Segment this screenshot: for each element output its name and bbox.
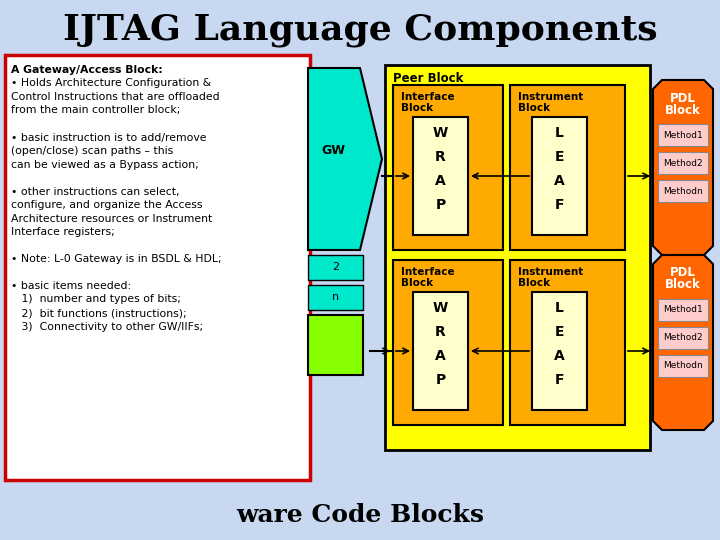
Text: Block: Block bbox=[401, 103, 433, 113]
Text: • other instructions can select,: • other instructions can select, bbox=[11, 186, 179, 197]
Text: W: W bbox=[433, 301, 448, 315]
Bar bbox=[308, 285, 363, 310]
Text: Instrument: Instrument bbox=[518, 267, 583, 277]
Text: A: A bbox=[554, 174, 565, 188]
Text: Block: Block bbox=[518, 103, 550, 113]
Text: Control Instructions that are offloaded: Control Instructions that are offloaded bbox=[11, 92, 220, 102]
Text: R: R bbox=[435, 150, 446, 164]
Text: P: P bbox=[436, 373, 446, 387]
Text: Block: Block bbox=[518, 278, 550, 288]
Text: Interface: Interface bbox=[401, 267, 454, 277]
Bar bbox=[413, 292, 468, 410]
Text: Block: Block bbox=[665, 279, 701, 292]
Text: L: L bbox=[555, 126, 564, 140]
Text: n: n bbox=[332, 293, 339, 302]
Bar bbox=[532, 117, 587, 235]
Text: GW: GW bbox=[321, 145, 345, 158]
Text: • basic instruction is to add/remove: • basic instruction is to add/remove bbox=[11, 132, 207, 143]
Bar bbox=[393, 85, 503, 250]
Text: 2)  bit functions (instructions);: 2) bit functions (instructions); bbox=[11, 308, 186, 318]
Text: (open/close) scan paths – this: (open/close) scan paths – this bbox=[11, 146, 174, 156]
Text: Interface registers;: Interface registers; bbox=[11, 227, 114, 237]
Bar bbox=[658, 180, 708, 202]
Bar bbox=[385, 65, 650, 450]
Polygon shape bbox=[653, 80, 713, 255]
Text: A Gateway/Access Block:: A Gateway/Access Block: bbox=[11, 65, 163, 75]
Text: Methodn: Methodn bbox=[663, 186, 703, 195]
Bar bbox=[393, 260, 503, 425]
Bar bbox=[658, 124, 708, 146]
Text: • basic items needed:: • basic items needed: bbox=[11, 281, 131, 291]
Text: E: E bbox=[554, 325, 564, 339]
Text: P: P bbox=[436, 198, 446, 212]
Text: Method2: Method2 bbox=[663, 159, 703, 167]
Bar bbox=[658, 152, 708, 174]
Text: L: L bbox=[555, 301, 564, 315]
Text: F: F bbox=[554, 373, 564, 387]
Text: can be viewed as a Bypass action;: can be viewed as a Bypass action; bbox=[11, 159, 199, 170]
Text: • Note: L-0 Gateway is in BSDL & HDL;: • Note: L-0 Gateway is in BSDL & HDL; bbox=[11, 254, 222, 264]
Bar bbox=[308, 255, 363, 280]
Text: A: A bbox=[554, 349, 565, 363]
Bar bbox=[308, 315, 363, 375]
Text: ware Code Blocks: ware Code Blocks bbox=[236, 503, 484, 527]
Bar bbox=[510, 85, 625, 250]
Text: A: A bbox=[435, 349, 446, 363]
Polygon shape bbox=[308, 68, 382, 250]
Text: 1)  number and types of bits;: 1) number and types of bits; bbox=[11, 294, 181, 305]
Text: from the main controller block;: from the main controller block; bbox=[11, 105, 181, 116]
Text: configure, and organize the Access: configure, and organize the Access bbox=[11, 200, 202, 210]
Text: Block: Block bbox=[665, 104, 701, 117]
Text: Method1: Method1 bbox=[663, 131, 703, 139]
Text: Interface: Interface bbox=[401, 92, 454, 102]
Bar bbox=[510, 260, 625, 425]
Text: Method1: Method1 bbox=[663, 306, 703, 314]
Bar bbox=[658, 299, 708, 321]
Text: F: F bbox=[554, 198, 564, 212]
Text: Peer Block: Peer Block bbox=[393, 71, 464, 84]
Text: Architecture resources or Instrument: Architecture resources or Instrument bbox=[11, 213, 212, 224]
Polygon shape bbox=[653, 255, 713, 430]
Text: 2: 2 bbox=[332, 262, 339, 273]
Bar bbox=[658, 355, 708, 377]
Text: A: A bbox=[435, 174, 446, 188]
Text: 3)  Connectivity to other GW/IIFs;: 3) Connectivity to other GW/IIFs; bbox=[11, 321, 203, 332]
Text: PDL: PDL bbox=[670, 91, 696, 105]
Text: IJTAG Language Components: IJTAG Language Components bbox=[63, 13, 657, 47]
Text: Instrument: Instrument bbox=[518, 92, 583, 102]
Text: R: R bbox=[435, 325, 446, 339]
Text: Method2: Method2 bbox=[663, 334, 703, 342]
Bar bbox=[413, 117, 468, 235]
Text: Methodn: Methodn bbox=[663, 361, 703, 370]
Text: W: W bbox=[433, 126, 448, 140]
Text: • Holds Architecture Configuration &: • Holds Architecture Configuration & bbox=[11, 78, 211, 89]
Text: PDL: PDL bbox=[670, 267, 696, 280]
Bar bbox=[5, 55, 310, 480]
Bar bbox=[532, 292, 587, 410]
Bar bbox=[658, 327, 708, 349]
Text: Block: Block bbox=[401, 278, 433, 288]
Text: E: E bbox=[554, 150, 564, 164]
